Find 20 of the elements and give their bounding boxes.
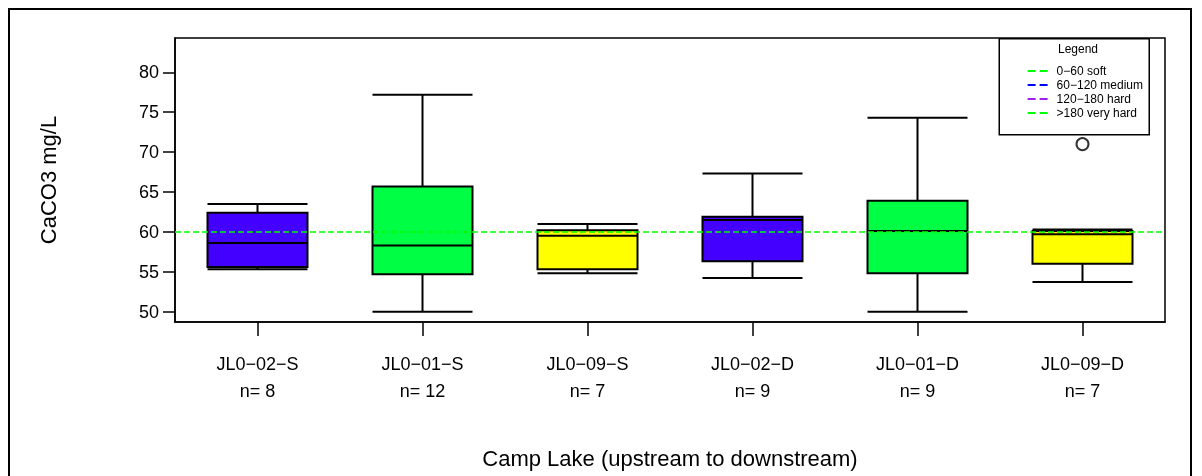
legend-label: >180 very hard: [1056, 106, 1137, 120]
legend-title: Legend: [1057, 42, 1098, 56]
y-tick-label: 55: [138, 261, 159, 282]
x-tick-label: JL0−09−D n= 7: [1040, 353, 1125, 401]
x-tick-label: JL0−09−S n= 7: [546, 353, 629, 401]
legend-label: 0−60 soft: [1056, 64, 1107, 78]
legend-label: 60−120 medium: [1056, 78, 1143, 92]
y-tick-label: 80: [138, 62, 159, 83]
x-axis-title: Camp Lake (upstream to downstream): [482, 445, 858, 471]
y-axis-title: CaCO3 mg/L: [35, 115, 61, 245]
y-tick-label: 65: [138, 181, 159, 202]
y-tick-label: 70: [138, 142, 159, 163]
legend-label: 120−180 hard: [1056, 92, 1132, 106]
y-tick-label: 50: [138, 301, 159, 322]
x-tick-label: JL0−02−S n= 8: [216, 353, 299, 401]
y-tick-label: 60: [138, 221, 159, 242]
x-tick-label: JL0−02−D n= 9: [710, 353, 795, 401]
x-tick-label: JL0−01−S n= 12: [381, 353, 464, 401]
y-tick-label: 75: [138, 102, 159, 123]
x-tick-label: JL0−01−D n= 9: [875, 353, 960, 401]
